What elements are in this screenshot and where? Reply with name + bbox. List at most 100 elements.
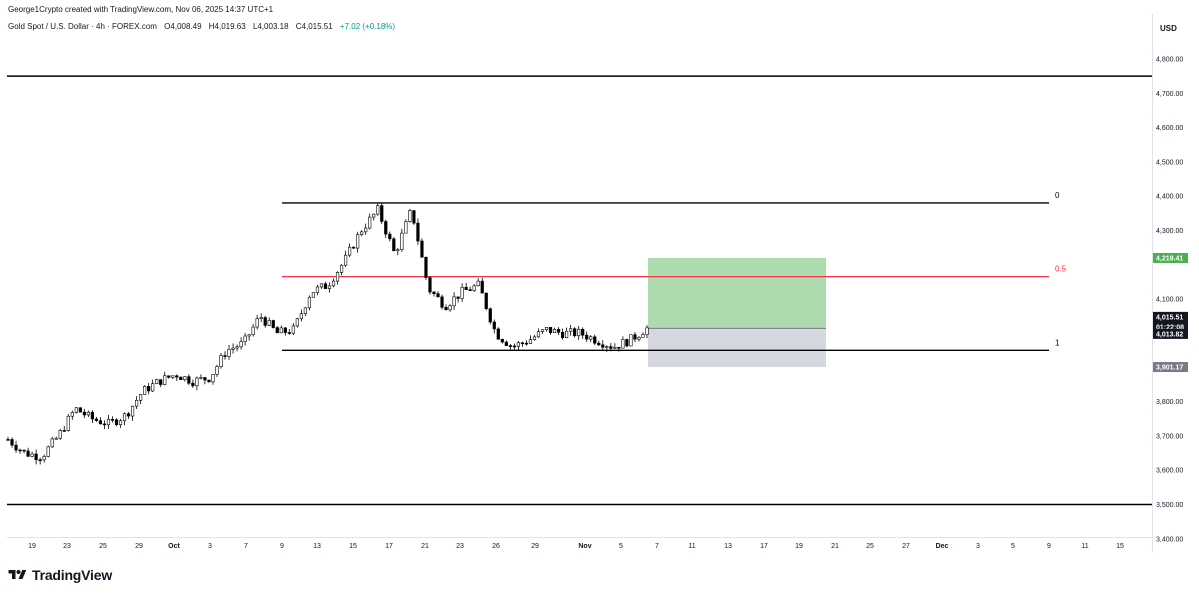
- time-tick-label: 9: [1047, 543, 1051, 550]
- candle-down: [520, 342, 525, 345]
- price-tick-label: 4,800.00: [1156, 57, 1183, 64]
- candle-down: [10, 439, 14, 446]
- candle-up: [219, 355, 223, 367]
- tradingview-logo[interactable]: TradingView: [8, 566, 112, 584]
- candle-down: [388, 233, 392, 240]
- candle-up: [299, 313, 303, 320]
- time-tick-label: 11: [1081, 543, 1088, 550]
- time-tick-label: 29: [135, 543, 143, 550]
- candle-down: [456, 296, 460, 299]
- time-tick-label: 26: [492, 543, 500, 550]
- stop-loss-zone[interactable]: [648, 328, 826, 368]
- candle-down: [14, 444, 18, 451]
- candle-down: [585, 334, 589, 340]
- candle-up: [66, 415, 70, 431]
- candle-up: [255, 318, 259, 328]
- candle-up: [311, 292, 316, 298]
- candle-down: [432, 291, 436, 294]
- candle-up: [130, 405, 135, 417]
- candle-up: [605, 346, 609, 348]
- candle-up: [569, 328, 573, 332]
- horizontal-lines[interactable]: [7, 75, 1152, 506]
- price-tick-label: 3,500.00: [1156, 502, 1183, 509]
- candle-down: [512, 345, 516, 348]
- candle-up: [400, 232, 404, 250]
- fib-price-tag: 4,013.82: [1156, 331, 1183, 338]
- candle-down: [78, 407, 82, 413]
- candle-up: [404, 221, 408, 234]
- candle-down: [6, 439, 10, 441]
- candle-down: [480, 280, 484, 294]
- price-tick-label: 4,100.00: [1156, 296, 1183, 303]
- time-tick-label: 9: [280, 543, 284, 550]
- time-tick-label: Dec: [936, 543, 949, 550]
- time-tick-label: 17: [760, 543, 768, 550]
- time-tick-label: 5: [619, 543, 623, 550]
- candle-up: [231, 347, 235, 350]
- stop-price-tag-bg: [1153, 362, 1188, 373]
- candle-up: [171, 375, 175, 378]
- price-tick-label: 4,300.00: [1156, 228, 1183, 235]
- time-tick-label: 7: [655, 543, 659, 550]
- currency-label[interactable]: USD: [1160, 24, 1177, 33]
- candle-up: [448, 305, 452, 311]
- candle-down: [179, 376, 183, 380]
- candle-down: [500, 338, 504, 343]
- candle-down: [392, 238, 396, 252]
- candle-down: [26, 450, 30, 457]
- price-tick-label: 3,400.00: [1156, 536, 1183, 543]
- candle-down: [22, 449, 26, 452]
- time-tick-label: 3: [976, 543, 980, 550]
- candle-down: [102, 423, 107, 426]
- time-tick-label: 25: [99, 543, 107, 550]
- candle-down: [271, 320, 275, 328]
- candle-down: [175, 375, 179, 378]
- candle-up: [528, 339, 533, 344]
- candle-up: [641, 334, 645, 338]
- long-position-tool[interactable]: [648, 257, 826, 368]
- candle-down: [464, 286, 468, 290]
- candle-down: [263, 317, 267, 326]
- price-axis[interactable]: 4,800.00 4,700.00 4,600.00 4,500.00 4,400.00…: [1153, 57, 1188, 544]
- symbol-legend: Gold Spot / U.S. Dollar · 4h · FOREX.com…: [8, 22, 400, 31]
- candle-up: [315, 286, 320, 293]
- target-price-tag-bg: [1153, 252, 1188, 263]
- candle-down: [223, 355, 227, 357]
- candle-up: [307, 296, 312, 309]
- candle-up: [151, 383, 155, 392]
- candle-down: [625, 339, 629, 347]
- profit-zone[interactable]: [648, 257, 826, 329]
- candlestick-series: [6, 202, 649, 465]
- time-axis[interactable]: 19 23 25 29 Oct 3 7 9 13 15 17 21 23 26 29 Nov 5 7 11 13 17 1…: [28, 543, 1124, 550]
- candle-up: [135, 399, 139, 407]
- candle-up: [54, 437, 58, 440]
- candle-up: [30, 453, 34, 457]
- time-tick-label: 17: [385, 543, 393, 550]
- candle-up: [536, 331, 541, 338]
- candle-up: [348, 246, 352, 256]
- candle-down: [581, 328, 585, 336]
- chart-credit: George1Crypto created with TradingView.c…: [8, 5, 274, 14]
- fib-retracement[interactable]: 00.51: [282, 191, 1067, 351]
- time-tick-label: 7: [244, 543, 248, 550]
- candle-up: [532, 336, 537, 340]
- price-tick-label: 4,500.00: [1156, 159, 1183, 166]
- symbol-title[interactable]: Gold Spot / U.S. Dollar · 4h · FOREX.com: [8, 22, 157, 31]
- time-tick-label: 29: [531, 543, 539, 550]
- candle-up: [460, 286, 464, 299]
- price-tick-label: 4,600.00: [1156, 125, 1183, 132]
- tradingview-logo-text: TradingView: [32, 567, 113, 583]
- candle-up: [452, 296, 456, 307]
- candle-up: [476, 280, 480, 287]
- candle-up: [565, 330, 569, 339]
- candle-up: [360, 231, 364, 235]
- candle-down: [207, 379, 211, 383]
- candle-down: [98, 420, 103, 425]
- candle-down: [484, 292, 488, 310]
- candle-up: [327, 285, 332, 289]
- candle-up: [291, 325, 295, 334]
- candle-up: [46, 446, 50, 457]
- time-tick-label: Nov: [578, 543, 591, 550]
- candle-down: [504, 341, 508, 346]
